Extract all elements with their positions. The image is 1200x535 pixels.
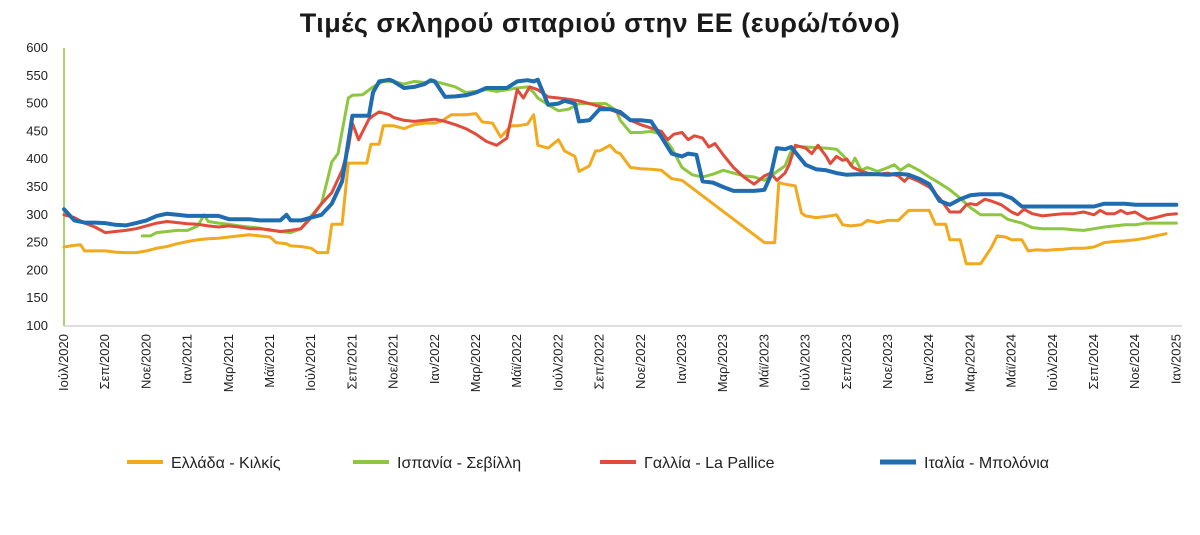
x-tick-label: Ιούλ/2020 — [56, 334, 71, 391]
series-line-4 — [62, 77, 1179, 228]
y-tick-label: 250 — [26, 235, 48, 250]
x-tick-label: Ιούλ/2022 — [550, 334, 565, 391]
legend: Ελλάδα - Κιλκίς Ισπανία - Σεβίλλη Γαλλία -… — [127, 455, 1049, 472]
y-tick-label: 500 — [26, 96, 48, 111]
x-tick-label: Μαρ/2022 — [468, 334, 483, 392]
x-tick-label: Μάϊ/2023 — [756, 334, 771, 388]
y-axis-ticks: 100 150 200 250 300 350 400 450 500 550 600 — [26, 40, 48, 333]
series-lines — [62, 77, 1179, 266]
x-tick-label: Μάϊ/2022 — [509, 334, 524, 388]
x-tick-label: Μαρ/2024 — [962, 334, 977, 392]
legend-label: Ελλάδα - Κιλκίς — [171, 455, 281, 472]
chart-title: Τιμές σκληρού σιταριού στην ΕΕ (ευρώ/τόν… — [299, 8, 901, 38]
x-tick-label: Ιαν/2021 — [180, 334, 195, 384]
x-tick-label: Μαρ/2021 — [221, 334, 236, 392]
x-tick-label: Ιούλ/2023 — [798, 334, 813, 391]
x-tick-label: Ιαν/2022 — [427, 334, 442, 384]
legend-item: Ιταλία - Μπολόνια — [880, 455, 1049, 472]
x-tick-label: Ιαν/2024 — [921, 334, 936, 384]
x-tick-label: Σεπ/2022 — [592, 334, 607, 389]
series-line-3 — [62, 85, 1178, 235]
legend-item: Γαλλία - La Pallice — [600, 455, 775, 472]
x-tick-label: Νοε/2021 — [386, 334, 401, 389]
legend-item: Ελλάδα - Κιλκίς — [127, 455, 281, 472]
x-tick-label: Νοε/2022 — [633, 334, 648, 389]
x-axis-ticks: Ιούλ/2020 Σεπ/2020 Νοε/2020 Ιαν/2021 Μαρ/202… — [56, 334, 1183, 392]
y-tick-label: 550 — [26, 68, 48, 83]
x-tick-label: Σεπ/2023 — [839, 334, 854, 389]
y-tick-label: 400 — [26, 151, 48, 166]
x-tick-label: Ιαν/2023 — [674, 334, 689, 384]
y-tick-label: 350 — [26, 179, 48, 194]
y-tick-label: 600 — [26, 40, 48, 55]
x-tick-label: Σεπ/2020 — [97, 334, 112, 389]
x-tick-label: Μάϊ/2024 — [1004, 334, 1019, 388]
x-tick-label: Ιούλ/2024 — [1045, 334, 1060, 391]
x-tick-label: Νοε/2020 — [138, 334, 153, 389]
axes — [63, 48, 1182, 327]
legend-label: Γαλλία - La Pallice — [644, 455, 775, 472]
x-tick-label: Νοε/2024 — [1127, 334, 1142, 389]
legend-item: Ισπανία - Σεβίλλη — [353, 455, 521, 472]
legend-label: Ισπανία - Σεβίλλη — [397, 455, 521, 472]
series-line-1 — [62, 112, 1168, 266]
x-tick-label: Νοε/2023 — [880, 334, 895, 389]
x-tick-label: Μάϊ/2021 — [262, 334, 277, 388]
legend-label: Ιταλία - Μπολόνια — [924, 455, 1049, 472]
x-tick-label: Σεπ/2021 — [344, 334, 359, 389]
y-tick-label: 450 — [26, 123, 48, 138]
y-tick-label: 150 — [26, 290, 48, 305]
x-tick-label: Ιούλ/2021 — [303, 334, 318, 391]
x-tick-label: Μαρ/2023 — [715, 334, 730, 392]
y-tick-label: 300 — [26, 207, 48, 222]
y-tick-label: 200 — [26, 262, 48, 277]
y-tick-label: 100 — [26, 318, 48, 333]
x-tick-label: Σεπ/2024 — [1086, 334, 1101, 389]
x-tick-label: Ιαν/2025 — [1168, 334, 1183, 384]
